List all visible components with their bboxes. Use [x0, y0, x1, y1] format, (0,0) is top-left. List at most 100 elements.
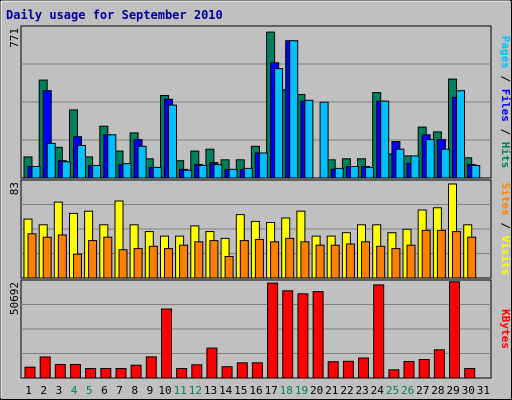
- day-label-24: 24: [371, 384, 385, 397]
- ymax-label-visits-sites: 83: [8, 182, 21, 195]
- bar-sites-day-24: [376, 245, 386, 279]
- bar-sites-day-15: [239, 240, 249, 279]
- day-label-21: 21: [325, 384, 338, 397]
- legend-part: Visits: [499, 236, 512, 276]
- bar-sites-day-27: [421, 229, 431, 279]
- bar-pages-day-19: [304, 99, 314, 179]
- bar-pages-day-12: [198, 165, 208, 179]
- bar-sites-day-22: [345, 243, 355, 279]
- bar-sites-day-13: [209, 240, 219, 279]
- legend-part: /: [499, 69, 512, 89]
- legend-visits-sites: Sites / Visits: [499, 183, 512, 276]
- bar-kbytes-day-4: [70, 364, 81, 379]
- day-label-13: 13: [204, 384, 217, 397]
- day-label-19: 19: [295, 384, 308, 397]
- bar-pages-day-5: [92, 165, 102, 179]
- day-label-7: 7: [116, 384, 123, 397]
- day-label-30: 30: [462, 384, 475, 397]
- day-label-29: 29: [446, 384, 459, 397]
- bar-sites-day-2: [42, 236, 52, 279]
- bar-sites-day-19: [300, 241, 310, 279]
- bar-pages-day-23: [365, 166, 374, 179]
- bar-sites-day-17: [270, 241, 280, 279]
- bar-pages-day-3: [61, 161, 71, 179]
- legend-part: Sites: [499, 183, 512, 216]
- bar-sites-day-10: [164, 248, 173, 279]
- ymax-label-kbytes: 50692: [8, 282, 21, 315]
- chart-panels: 771 Pages / Files / Hits 83 Sites / Visits 5…: [8, 25, 512, 379]
- legend-kbytes: KBytes: [499, 309, 512, 349]
- bar-pages-day-1: [31, 166, 41, 179]
- bar-sites-day-29: [452, 231, 461, 279]
- day-label-15: 15: [234, 384, 247, 397]
- legend-part: /: [499, 216, 512, 236]
- day-label-12: 12: [189, 384, 202, 397]
- bar-kbytes-day-1: [24, 366, 36, 379]
- bar-pages-day-24: [380, 100, 390, 179]
- bar-pages-day-18: [289, 40, 299, 179]
- bar-pages-day-22: [349, 166, 359, 179]
- panel-hits-files-pages: 771 Pages / Files / Hits: [8, 25, 512, 179]
- bar-sites-day-30: [467, 236, 477, 279]
- day-label-22: 22: [340, 384, 353, 397]
- bar-pages-day-4: [77, 144, 86, 179]
- day-label-16: 16: [249, 384, 262, 397]
- x-axis-day-labels: 1 2 3 4 5 6 7 8 9 10 11 12 13 14 15 16 17 18 19 20 21 22 23 24 2…: [25, 384, 490, 397]
- bar-kbytes-day-23: [358, 357, 369, 379]
- bar-sites-day-25: [391, 248, 401, 279]
- bar-pages-day-28: [440, 148, 450, 179]
- day-label-2: 2: [40, 384, 47, 397]
- bar-pages-day-11: [183, 169, 193, 179]
- day-label-1: 1: [25, 384, 32, 397]
- day-label-8: 8: [131, 384, 138, 397]
- day-label-3: 3: [56, 384, 63, 397]
- day-label-9: 9: [147, 384, 154, 397]
- day-label-23: 23: [355, 384, 368, 397]
- bar-kbytes-day-12: [191, 364, 203, 379]
- bar-sites-day-26: [406, 244, 416, 279]
- legend-part: /: [499, 122, 512, 142]
- bar-kbytes-day-18: [282, 290, 294, 379]
- panel-kbytes: 50692 KBytes: [8, 279, 512, 379]
- bar-pages-day-7: [122, 163, 132, 179]
- bar-kbytes-day-19: [297, 293, 309, 379]
- bar-sites-day-21: [330, 244, 340, 279]
- bar-pages-day-30: [471, 165, 481, 179]
- bar-kbytes-day-7: [115, 368, 127, 379]
- day-label-20: 20: [310, 384, 323, 397]
- day-label-27: 27: [416, 384, 429, 397]
- bar-kbytes-day-6: [100, 368, 112, 379]
- ymax-label-hits-files-pages: 771: [8, 28, 21, 48]
- bar-sites-day-3: [57, 234, 67, 279]
- day-label-25: 25: [386, 384, 399, 397]
- day-label-11: 11: [174, 384, 187, 397]
- bar-kbytes-day-13: [206, 347, 218, 379]
- bar-kbytes-day-25: [388, 369, 400, 379]
- bar-pages-day-29: [456, 90, 465, 179]
- bar-pages-day-27: [425, 139, 435, 179]
- bar-kbytes-day-10: [161, 308, 172, 379]
- bar-pages-day-10: [168, 104, 177, 179]
- legend-part: Files: [499, 89, 512, 122]
- bar-sites-day-8: [133, 248, 143, 279]
- bar-sites-day-28: [436, 229, 446, 279]
- day-label-26: 26: [401, 384, 414, 397]
- bar-sites-day-1: [27, 233, 37, 279]
- bar-pages-day-21: [334, 167, 344, 179]
- bar-kbytes-day-22: [342, 360, 354, 379]
- legend-hits-files-pages: Pages / Files / Hits: [499, 36, 512, 169]
- legend-part: Hits: [499, 142, 512, 169]
- day-label-14: 14: [219, 384, 233, 397]
- day-label-4: 4: [71, 384, 78, 397]
- bar-kbytes-day-8: [130, 364, 142, 379]
- bar-kbytes-day-11: [176, 368, 188, 379]
- bar-sites-day-9: [148, 245, 158, 279]
- day-label-17: 17: [265, 384, 278, 397]
- bar-kbytes-day-30: [464, 368, 476, 379]
- bar-sites-day-12: [194, 241, 204, 279]
- day-label-10: 10: [158, 384, 171, 397]
- bar-kbytes-day-21: [327, 361, 339, 379]
- bar-sites-day-18: [285, 237, 295, 279]
- bar-kbytes-day-24: [373, 284, 385, 379]
